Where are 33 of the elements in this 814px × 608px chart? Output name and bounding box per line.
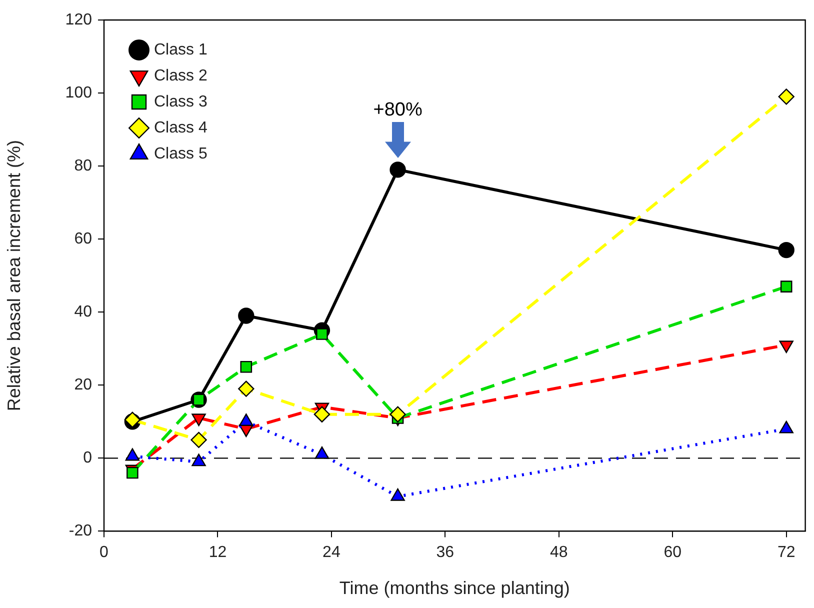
point <box>238 380 254 397</box>
legend-label: Class 4 <box>154 119 208 136</box>
y-tick-label: 100 <box>65 84 92 102</box>
point <box>780 280 792 292</box>
legend-label: Class 2 <box>154 67 208 84</box>
point <box>238 308 254 324</box>
point <box>190 432 207 448</box>
y-tick-label: 60 <box>74 230 92 248</box>
legend-label: Class 5 <box>154 145 208 162</box>
x-tick-label: 48 <box>550 544 568 562</box>
point <box>390 406 406 422</box>
point <box>240 360 252 373</box>
y-axis-title: Relative basal area increment (%) <box>4 140 24 412</box>
y-tick-label: 40 <box>74 304 92 321</box>
point <box>390 162 406 178</box>
x-tick-label: 60 <box>664 544 682 562</box>
y-tick-label: 120 <box>65 11 92 28</box>
x-tick-label: 12 <box>208 544 227 562</box>
point <box>314 406 330 422</box>
y-tick-label: 0 <box>83 450 92 467</box>
point <box>778 242 794 258</box>
x-tick-label: 24 <box>322 544 340 562</box>
point <box>778 88 794 105</box>
y-tick-label: 20 <box>74 376 92 394</box>
x-axis-title: Time (months since planting) <box>339 578 570 598</box>
x-tick-label: 0 <box>100 544 109 562</box>
legend-label: Class 1 <box>154 41 208 58</box>
y-tick-label: -20 <box>68 522 92 540</box>
x-tick-label: 36 <box>436 544 454 562</box>
legend-label: Class 3 <box>154 93 208 110</box>
y-tick-label: 80 <box>74 157 92 174</box>
x-tick-label: 72 <box>777 544 796 562</box>
annotation: +80% <box>373 99 422 120</box>
